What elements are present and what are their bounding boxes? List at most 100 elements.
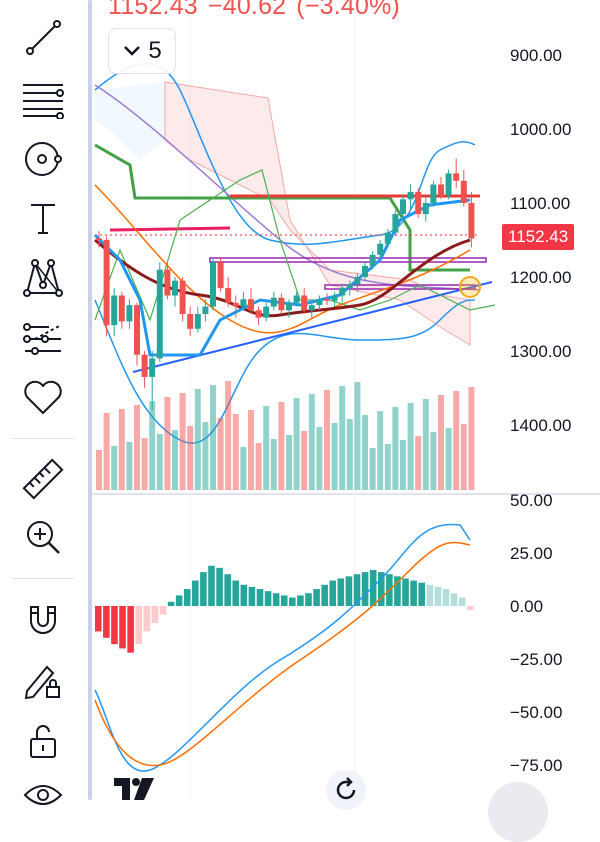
candle-body [331, 295, 338, 301]
volume-bar [194, 389, 201, 490]
candle-body [232, 302, 239, 307]
bollinger-upper [94, 63, 476, 245]
candle-body [392, 214, 399, 233]
volume-bar [415, 436, 422, 490]
macd-histogram-bar [369, 569, 377, 606]
volume-bar [346, 419, 353, 490]
floating-action-button[interactable] [488, 782, 548, 842]
candle-body [400, 199, 406, 215]
current-price-label: 1152.43 [502, 224, 575, 250]
candle-body [278, 297, 285, 311]
macd-histogram-bar [394, 576, 401, 606]
zoom-in-icon [27, 521, 60, 554]
candle-body [316, 299, 323, 306]
macd-histogram-bar [337, 578, 345, 606]
eye-icon [23, 785, 63, 805]
magnet-icon [30, 606, 56, 634]
brush-tool[interactable] [18, 134, 68, 184]
macd-histogram-bar [151, 606, 159, 623]
indicators-collapse-button[interactable]: 5 [108, 28, 176, 74]
volume-bar [430, 432, 437, 490]
horizontal-ray [209, 257, 487, 263]
macd-axis-label: 25.00 [510, 544, 553, 563]
trend-line-icon [26, 20, 61, 55]
volume-bar [210, 385, 216, 490]
candle-body [202, 306, 209, 314]
volume-bar [103, 413, 110, 490]
fib-lines-icon [23, 84, 64, 119]
macd-histogram-bar [402, 578, 409, 606]
candle-body [217, 262, 224, 289]
volume-bar [453, 391, 460, 490]
signal-line [94, 541, 471, 767]
chart-canvas[interactable]: 1400.00 1300.00 1200.00 1100.00 1000.00 900.0… [0, 0, 600, 800]
candle-body [362, 265, 368, 277]
magnet-tool[interactable] [18, 596, 68, 646]
lock-tool[interactable] [18, 716, 68, 766]
macd-histogram-bar [192, 580, 199, 606]
measure-tool[interactable] [18, 454, 68, 504]
reset-chart-button[interactable] [326, 770, 366, 810]
volume-bar [377, 411, 384, 490]
candle-body [438, 184, 444, 196]
macd-histogram-bar [313, 589, 320, 606]
prediction-tool[interactable] [18, 314, 68, 364]
macd-histogram-bar [280, 595, 288, 606]
macd-histogram-bar [264, 591, 272, 606]
price-axis-label: 1300.00 [510, 342, 571, 361]
zoom-tool[interactable] [18, 512, 68, 562]
visibility-tool[interactable] [18, 770, 68, 820]
candle-body [468, 203, 475, 239]
candle-body [96, 238, 102, 240]
macd-histogram-bar [450, 593, 458, 606]
text-tool[interactable] [18, 192, 68, 242]
volume-bar [202, 422, 209, 490]
volume-bar [384, 444, 391, 490]
favorites-tool[interactable] [18, 372, 68, 422]
macd-histogram-bar [434, 586, 442, 606]
candle-body [187, 314, 194, 329]
heart-icon [24, 380, 62, 414]
macd-histogram-bar [418, 582, 425, 606]
macd-histogram-bar [111, 606, 118, 645]
macd-histogram-bar [232, 580, 240, 606]
candle-body [118, 295, 125, 322]
macd-histogram-bar [119, 606, 126, 649]
draw-lock-tool[interactable] [18, 656, 68, 706]
trend-line-tool[interactable] [18, 12, 68, 62]
volume-bar [263, 406, 270, 490]
candle-body [111, 295, 118, 326]
tenkan-line [109, 226, 231, 232]
ruler-icon [22, 458, 64, 500]
macd-axis-label: 50.00 [510, 491, 553, 510]
crosshair-marker [459, 276, 481, 298]
candle-body [270, 297, 277, 307]
pencil-lock-icon [24, 665, 60, 700]
tradingview-logo[interactable] [112, 770, 156, 800]
pattern-tool[interactable] [18, 252, 68, 302]
macd-histogram-bar [272, 593, 280, 606]
volume-bar [187, 426, 194, 490]
macd-histogram-bar [135, 606, 143, 645]
volume-bar [134, 405, 140, 490]
macd-histogram-bar [256, 589, 264, 606]
candle-body [308, 305, 315, 311]
candle-body [301, 295, 308, 311]
candle-body [126, 305, 133, 322]
candle-body [407, 191, 414, 200]
tradingview-logo-icon [114, 778, 154, 800]
volume-bar [156, 434, 163, 490]
unlock-icon [30, 725, 56, 758]
fib-retracement-tool[interactable] [18, 74, 68, 124]
candle-body [149, 358, 156, 377]
toolbar-scrollbar[interactable] [88, 0, 92, 800]
volume-bar [164, 397, 171, 490]
candle-body [346, 284, 353, 289]
macd-histogram-bar [297, 595, 304, 606]
candle-body [240, 299, 247, 307]
candle-body [210, 262, 216, 307]
volume-bar [316, 427, 323, 490]
macd-histogram-bar [240, 584, 248, 606]
volume-bar [339, 386, 346, 490]
candle-body [384, 232, 391, 244]
